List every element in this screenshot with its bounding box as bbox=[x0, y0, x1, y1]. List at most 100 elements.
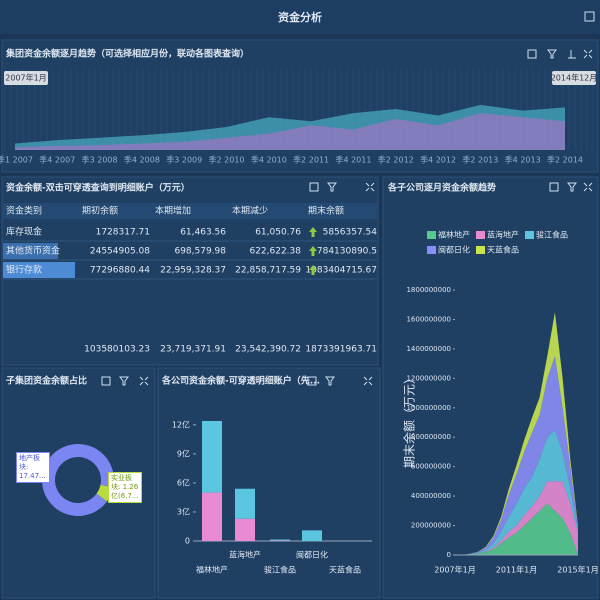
x-tick-label: 闽都日化 bbox=[296, 550, 328, 560]
total-cell: 1873391963.71 bbox=[305, 345, 377, 355]
x-tick-label: 季4 2011 bbox=[335, 155, 371, 165]
x-tick-label: 季2 2011 bbox=[293, 155, 329, 165]
y-tick-label: 1000000000 bbox=[406, 404, 451, 412]
range-handle bbox=[552, 71, 596, 85]
y-tick-label: 200000000 bbox=[411, 522, 451, 530]
cell: 银行存款 bbox=[6, 264, 42, 276]
total-cell: 23,719,371.91 bbox=[160, 345, 226, 355]
cell: 61,463.56 bbox=[180, 228, 226, 238]
export-icon[interactable] bbox=[309, 182, 319, 192]
panel-title: 各子公司逐月资金余额趋势 bbox=[387, 182, 496, 194]
cell: 698,579.98 bbox=[174, 247, 226, 257]
filter-icon[interactable] bbox=[119, 376, 129, 386]
cell: 61,050.76 bbox=[255, 228, 301, 238]
export-icon[interactable] bbox=[307, 376, 317, 386]
export-icon[interactable] bbox=[584, 11, 595, 22]
legend-swatch bbox=[476, 246, 485, 254]
x-tick-label: 季4 2012 bbox=[420, 155, 456, 165]
column-header: 期初余额 bbox=[82, 205, 118, 217]
y-axis-label: 期末余额（万元） bbox=[402, 372, 417, 468]
x-tick-label: 季4 2010 bbox=[251, 155, 287, 165]
bar bbox=[235, 518, 255, 541]
donut-slice bbox=[41, 443, 115, 516]
table-header-bg bbox=[3, 203, 377, 219]
export-icon[interactable] bbox=[101, 376, 111, 386]
export-icon[interactable] bbox=[549, 182, 559, 192]
x-tick-label: 天蓝食品 bbox=[329, 565, 361, 575]
filter-icon[interactable] bbox=[547, 49, 557, 59]
x-tick-label: 季4 2013 bbox=[505, 155, 541, 165]
panel-title: 资金余额-双击可穿透查询到明细账户（万元） bbox=[6, 182, 190, 194]
y-tick-label: 12亿 bbox=[172, 419, 190, 429]
cell: 24554905.08 bbox=[90, 247, 150, 257]
cell: 622,622.38 bbox=[249, 247, 301, 257]
legend-label: 蓝海地产 bbox=[487, 230, 519, 240]
fullscreen-icon[interactable] bbox=[365, 182, 375, 192]
x-tick-label: 季2 2010 bbox=[209, 155, 245, 165]
bar bbox=[302, 530, 322, 541]
area bbox=[15, 113, 565, 150]
cell: 其他货币资金 bbox=[6, 245, 60, 257]
panel-title: 子集团资金余额占比 bbox=[6, 375, 87, 387]
x-tick-label: 2007年1月 bbox=[434, 565, 475, 575]
column-header: 本期增加 bbox=[155, 205, 191, 217]
filter-icon[interactable] bbox=[567, 182, 577, 192]
toolbar-icons bbox=[101, 49, 593, 386]
bar bbox=[270, 539, 290, 541]
x-tick-label: 2015年1月 bbox=[557, 565, 598, 575]
donut-label: 实业板块: 1.26亿(6.7... bbox=[108, 472, 142, 503]
x-tick-label: 蓝海地产 bbox=[229, 550, 261, 560]
x-tick-label: 季2 2012 bbox=[378, 155, 414, 165]
cell: 77296880.44 bbox=[90, 266, 150, 276]
export-icon[interactable] bbox=[527, 49, 537, 59]
panel bbox=[1, 39, 599, 173]
trend-arrow bbox=[309, 227, 317, 237]
legend-label: 天蓝食品 bbox=[487, 245, 519, 255]
stacked-area bbox=[455, 429, 578, 555]
trend-arrow bbox=[309, 265, 317, 275]
y-tick-label: 0 bbox=[447, 551, 451, 559]
cell: 1083404715.67 bbox=[305, 266, 377, 276]
panel-title: 各公司资金余额-可穿透明细账户（先... bbox=[161, 375, 320, 387]
y-tick-label: 0 bbox=[185, 537, 190, 546]
x-tick-label: 季4 2008 bbox=[124, 155, 160, 165]
cell: 库存现金 bbox=[6, 226, 42, 238]
panel-title: 集团资金余额逐月趋势（可选择相应月份，联动各图表查询） bbox=[5, 48, 249, 60]
cell: 1728317.71 bbox=[96, 228, 150, 238]
bar bbox=[235, 488, 255, 519]
bar bbox=[202, 492, 222, 541]
y-tick-label: 1600000000 bbox=[406, 315, 451, 323]
row-highlight bbox=[3, 243, 58, 259]
y-tick-label: 400000000 bbox=[411, 492, 451, 500]
stacked-area bbox=[455, 312, 578, 555]
legend-swatch bbox=[476, 231, 485, 239]
legend-label: 闽都日化 bbox=[438, 245, 470, 255]
filter-icon[interactable] bbox=[327, 182, 337, 192]
column-header: 本期减少 bbox=[232, 205, 268, 217]
range-end: 2014年12月 bbox=[551, 73, 598, 83]
column-header: 期末余额 bbox=[308, 205, 344, 217]
legend-label: 福林地产 bbox=[438, 230, 470, 240]
sort-icon[interactable] bbox=[568, 50, 576, 59]
page-title: 资金分析 bbox=[278, 10, 322, 24]
x-tick-label: 骏江食品 bbox=[264, 565, 296, 575]
cell: 22,959,328.37 bbox=[160, 266, 226, 276]
fullscreen-icon[interactable] bbox=[583, 49, 593, 59]
range-start: 2007年1月 bbox=[5, 73, 46, 83]
fullscreen-icon[interactable] bbox=[363, 376, 373, 386]
y-tick-label: 3亿 bbox=[177, 506, 190, 516]
fullscreen-icon[interactable] bbox=[583, 182, 593, 192]
x-tick-label: 季2 2013 bbox=[462, 155, 498, 165]
range-handle bbox=[4, 71, 48, 85]
legend-label: 骏江食品 bbox=[536, 230, 568, 240]
total-cell: 103580103.23 bbox=[84, 345, 150, 355]
filter-icon[interactable] bbox=[325, 376, 335, 386]
stacked-area bbox=[455, 356, 578, 555]
legend-swatch bbox=[427, 246, 436, 254]
row-highlight bbox=[3, 262, 75, 278]
fullscreen-icon[interactable] bbox=[139, 376, 149, 386]
legend-swatch bbox=[525, 231, 534, 239]
y-tick-label: 1200000000 bbox=[406, 374, 451, 382]
